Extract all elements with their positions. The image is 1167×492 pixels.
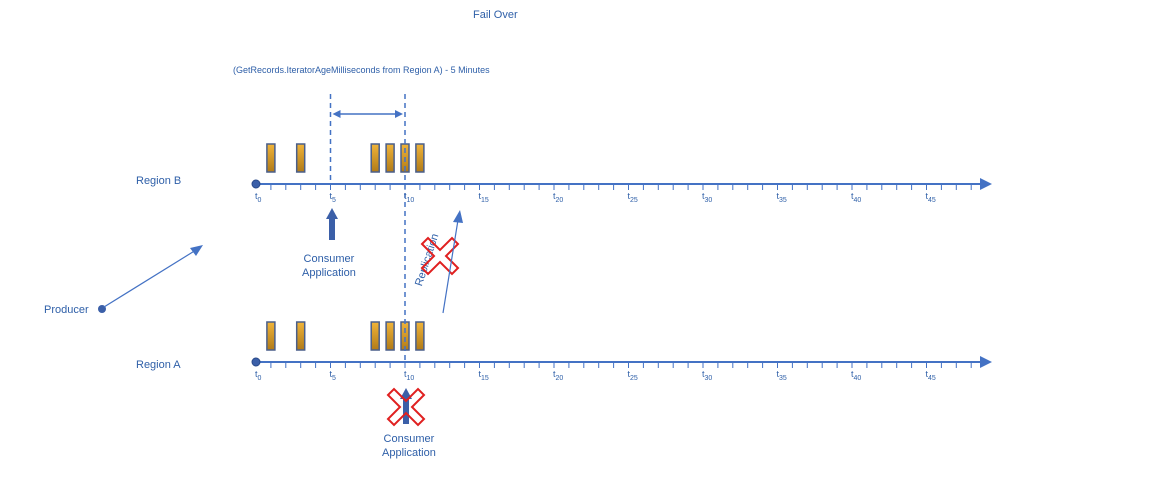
time-label-letter: t [553, 369, 556, 379]
time-label-index: 10 [406, 374, 415, 382]
replication-arrow-line [442, 219, 459, 314]
region-a-consumer-arrow-shaft [403, 398, 409, 424]
time-label-letter: t [255, 191, 258, 201]
producer-arrow-head [190, 245, 203, 256]
time-label-index: 0 [257, 374, 262, 382]
time-label-letter: t [851, 191, 854, 201]
region-b-time-label: t40 [851, 191, 861, 204]
time-label-letter: t [553, 191, 556, 201]
region-a-time-label: t15 [479, 369, 489, 382]
time-label-index: 20 [555, 374, 564, 382]
region-a-data-record [415, 321, 425, 351]
time-label-index: 45 [928, 196, 936, 204]
region-a-time-label: t45 [926, 369, 936, 382]
region-b-label: Region B [136, 175, 182, 187]
region-a-time-label: t20 [553, 369, 563, 382]
time-label-letter: t [255, 369, 258, 379]
region-b-data-record [385, 143, 395, 173]
consumer-label-line2: Application [382, 447, 436, 459]
time-label-index: 15 [481, 196, 489, 204]
region-a-time-label: t5 [330, 369, 336, 382]
time-label-index: 30 [704, 196, 713, 204]
time-label-index: 15 [481, 374, 489, 382]
time-label-letter: t [851, 369, 854, 379]
region-b-time-label: t35 [777, 191, 787, 204]
time-label-index: 25 [630, 374, 638, 382]
time-label-index: 40 [853, 374, 862, 382]
region-b-time-label: t45 [926, 191, 936, 204]
region-b-data-record [295, 143, 306, 173]
region-b-timeline-arrowhead [980, 178, 992, 190]
region-b-consumer-label: Consumer Application [302, 252, 356, 280]
region-a-consumer-label: Consumer Application [382, 432, 436, 460]
region-b-time-label: t15 [479, 191, 489, 204]
region-a-label: Region A [136, 359, 181, 371]
time-label-index: 25 [630, 196, 638, 204]
time-label-index: 5 [332, 374, 336, 382]
iterator-age-note: (GetRecords.IteratorAgeMilliseconds from… [233, 65, 490, 75]
time-label-letter: t [776, 369, 780, 379]
region-b-time-label: t5 [330, 191, 336, 204]
region-a-time-label: t30 [702, 369, 712, 382]
time-label-letter: t [627, 191, 631, 201]
region-a-time-label: t40 [851, 369, 861, 382]
region-a-data-record [295, 321, 306, 351]
interval-arrow-left-head [332, 110, 341, 118]
time-label-index: 20 [555, 196, 564, 204]
time-label-letter: t [702, 191, 705, 201]
time-label-index: 30 [704, 374, 713, 382]
region-a-timeline-arrowhead [980, 356, 992, 368]
time-label-index: 40 [853, 196, 862, 204]
region-a-data-record [385, 321, 395, 351]
replication-arrow-head [453, 210, 463, 223]
producer-label: Producer [44, 304, 89, 316]
time-label-index: 5 [332, 196, 336, 204]
time-label-letter: t [478, 369, 482, 379]
producer-arrow-line [103, 249, 197, 308]
region-b-timeline-origin-dot [251, 179, 261, 189]
replication-failure-x-icon [420, 236, 460, 276]
diagram-title: Fail Over [473, 9, 518, 21]
region-b-data-record [415, 143, 425, 173]
region-a-time-label: t25 [628, 369, 638, 382]
region-a-data-record [266, 321, 276, 351]
region-b-time-label: t0 [255, 191, 261, 204]
region-a-data-record [400, 321, 410, 351]
time-label-letter: t [404, 191, 407, 201]
time-label-letter: t [329, 369, 333, 379]
time-label-letter: t [329, 191, 333, 201]
time-label-letter: t [627, 369, 631, 379]
time-label-letter: t [925, 369, 929, 379]
region-a-time-label: t10 [404, 369, 414, 382]
time-label-letter: t [478, 191, 482, 201]
time-label-index: 35 [779, 374, 787, 382]
time-label-index: 10 [406, 196, 415, 204]
time-label-letter: t [404, 369, 407, 379]
region-b-time-label: t30 [702, 191, 712, 204]
consumer-label-line1: Consumer [383, 433, 435, 445]
region-a-time-label: t35 [777, 369, 787, 382]
time-label-index: 35 [779, 196, 787, 204]
region-b-data-record [370, 143, 380, 173]
region-a-consumer-arrow-head [400, 388, 412, 399]
time-label-letter: t [776, 191, 780, 201]
region-a-consumer-failure-x-icon [386, 387, 426, 427]
time-label-letter: t [702, 369, 705, 379]
region-a-timeline-origin-dot [251, 357, 261, 367]
region-b-time-label: t10 [404, 191, 414, 204]
region-b-time-label: t25 [628, 191, 638, 204]
region-b-data-record [266, 143, 276, 173]
time-label-index: 0 [257, 196, 262, 204]
region-a-data-record [370, 321, 380, 351]
time-label-letter: t [925, 191, 929, 201]
region-b-time-label: t20 [553, 191, 563, 204]
consumer-label-line2: Application [302, 267, 356, 279]
time-label-index: 45 [928, 374, 936, 382]
interval-arrow-right-head [395, 110, 403, 118]
region-b-consumer-arrow-shaft [329, 218, 335, 240]
region-a-time-label: t0 [255, 369, 261, 382]
region-b-consumer-arrow-head [326, 208, 338, 219]
consumer-label-line1: Consumer [303, 253, 355, 265]
